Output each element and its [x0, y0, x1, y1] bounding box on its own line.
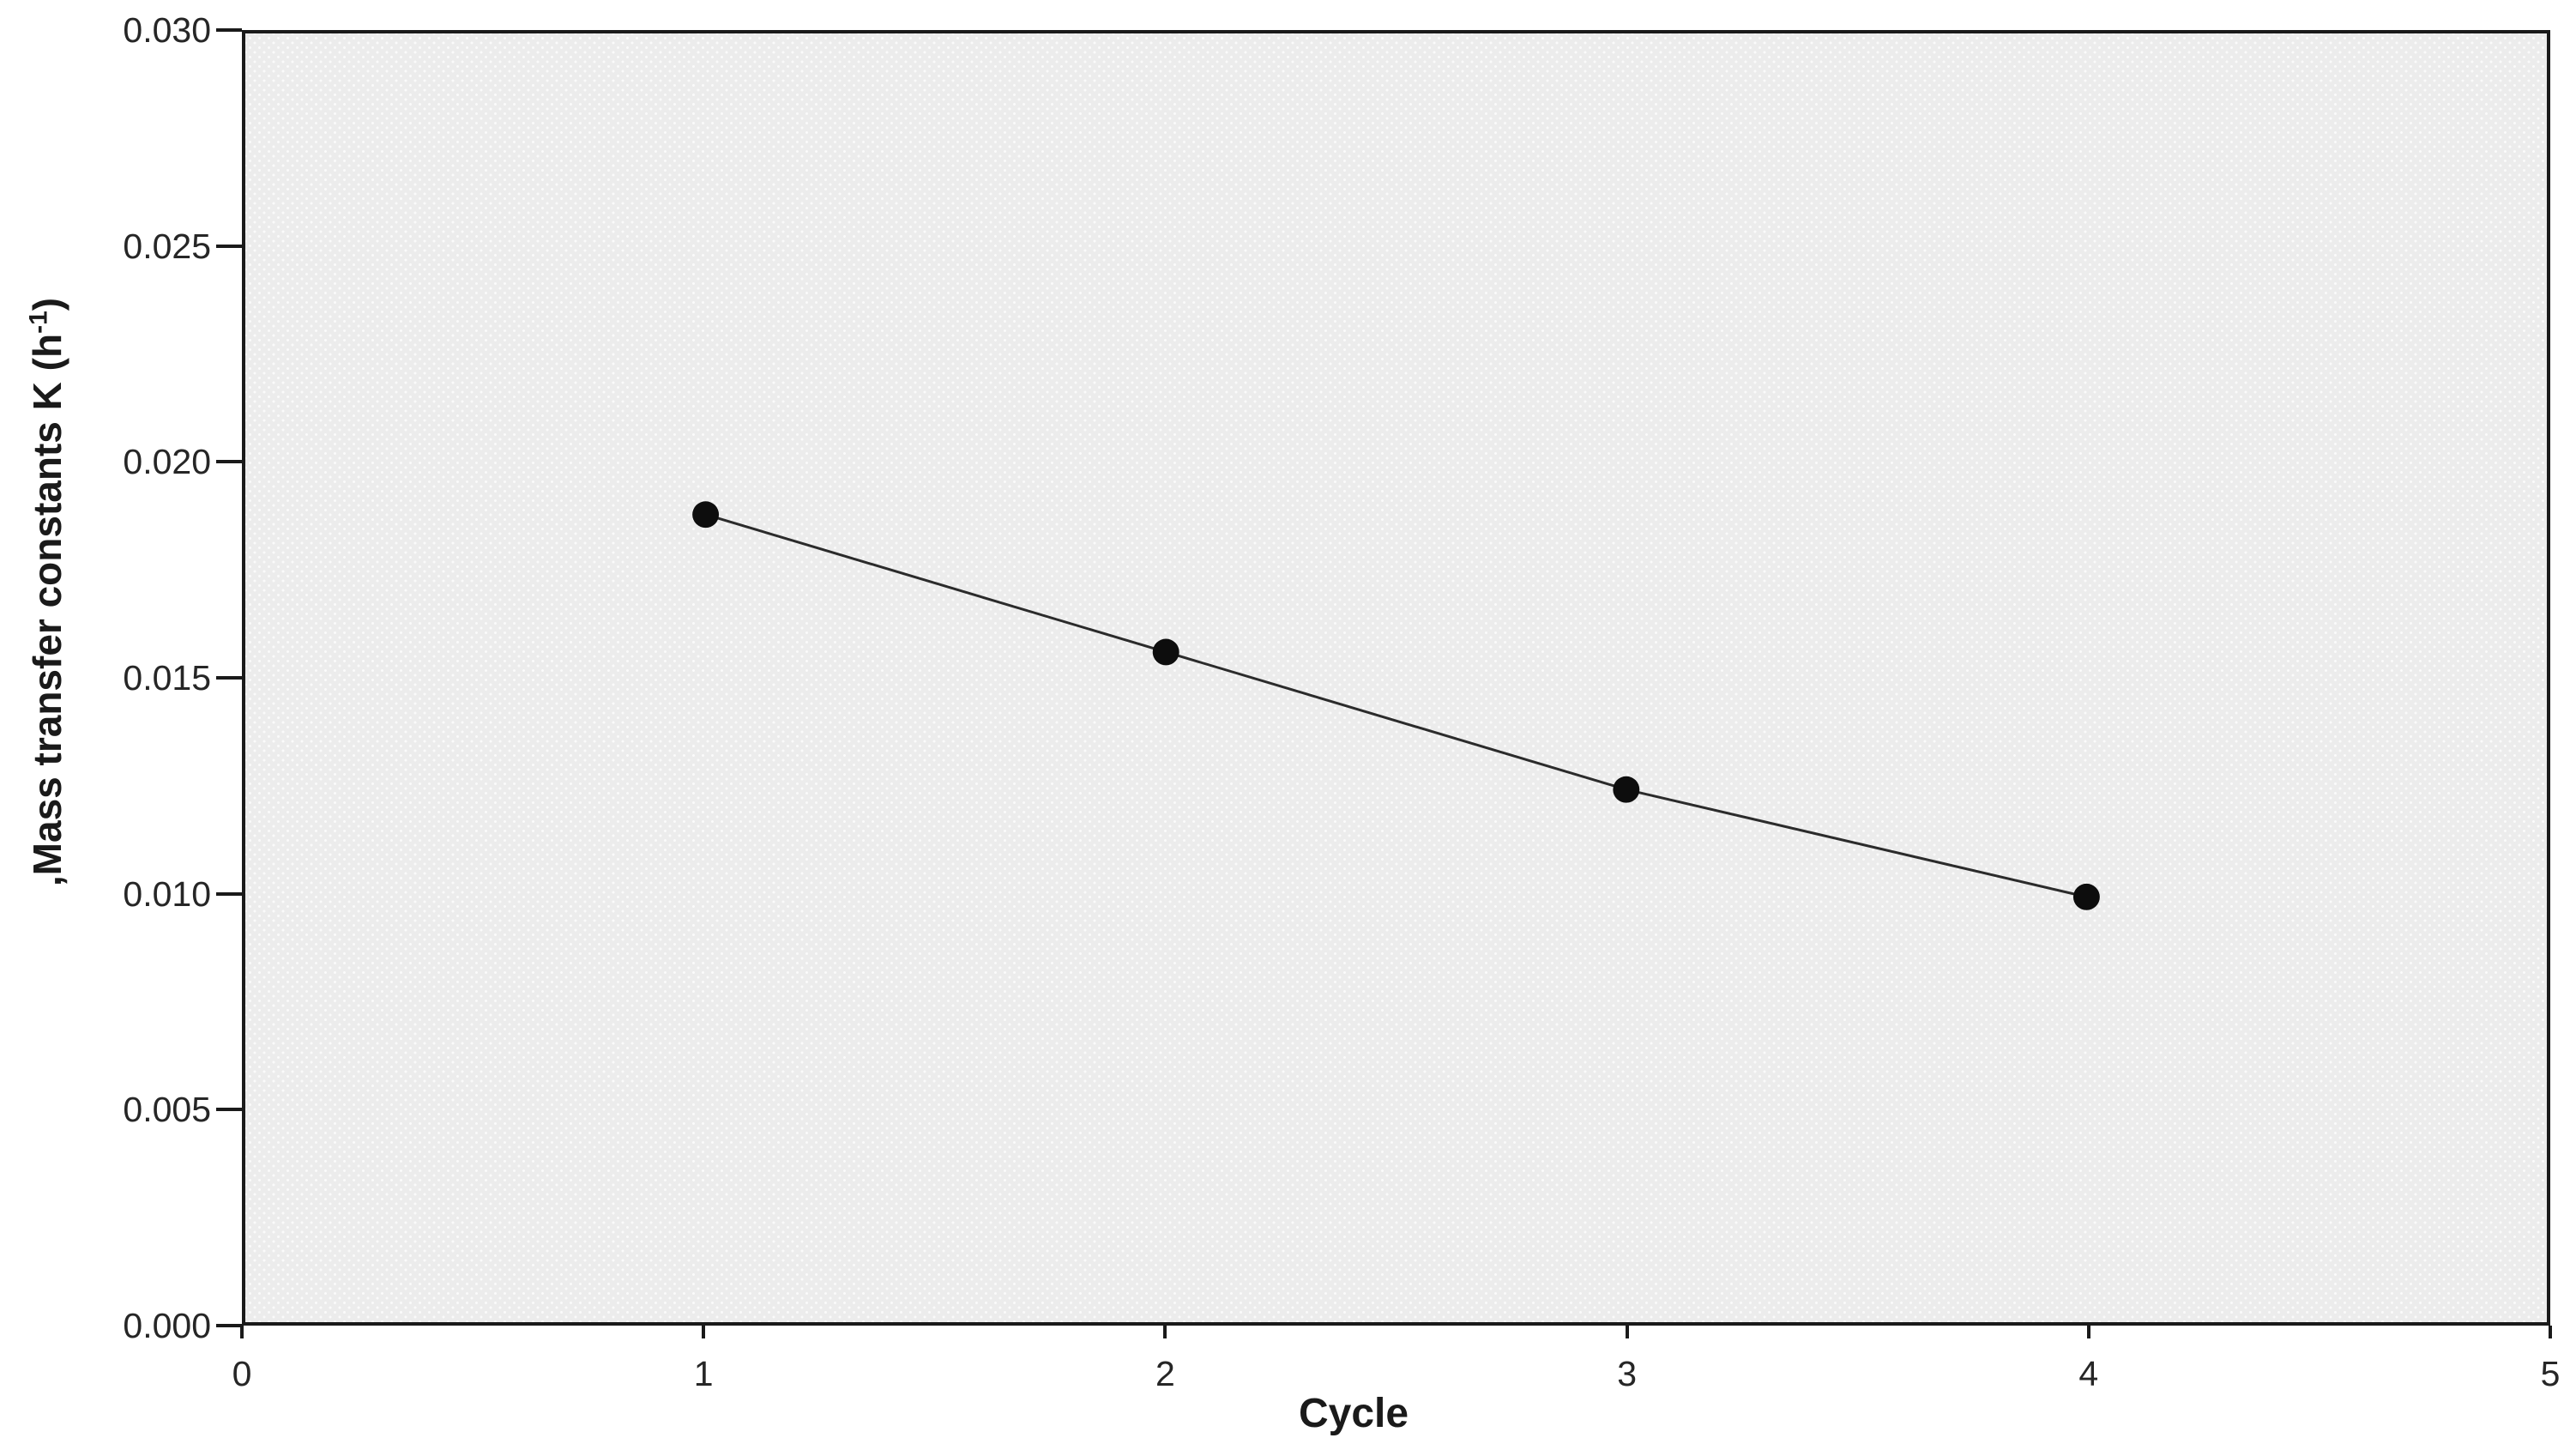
x-tick-label: 1	[693, 1354, 714, 1393]
x-tick-mark	[240, 1326, 244, 1338]
y-axis-title: ,Mass transfer constants K (h-1)	[23, 0, 71, 1193]
y-axis-title-text: ,Mass transfer constants K (h	[25, 333, 69, 887]
x-tick-mark	[2549, 1326, 2552, 1338]
x-tick-label: 2	[1155, 1354, 1175, 1393]
y-tick-label: 0.025	[123, 226, 211, 266]
y-tick-mark	[216, 28, 242, 32]
series-line	[705, 513, 2087, 898]
x-tick-mark	[1163, 1326, 1167, 1338]
x-tick-label: 3	[1617, 1354, 1637, 1393]
x-tick-mark	[1625, 1326, 1629, 1338]
y-tick-label: 0.010	[123, 873, 211, 914]
y-tick-mark	[216, 460, 242, 464]
y-axis-title-close-paren: )	[25, 297, 69, 311]
y-tick-mark	[216, 244, 242, 248]
y-tick-mark	[216, 676, 242, 680]
data-point-marker	[692, 501, 720, 529]
y-tick-label: 0.020	[123, 442, 211, 482]
y-tick-label: 0.015	[123, 658, 211, 698]
x-tick-label: 0	[232, 1354, 252, 1393]
data-point-marker	[2072, 883, 2100, 910]
y-tick-mark	[216, 1324, 242, 1327]
data-point-marker	[1613, 776, 1640, 803]
data-series-svg	[692, 501, 2100, 910]
y-tick-mark	[216, 891, 242, 896]
data-point-marker	[1152, 638, 1179, 666]
y-tick-label: 0.000	[123, 1306, 211, 1345]
y-tick-label: 0.005	[123, 1090, 211, 1130]
x-tick-mark	[702, 1326, 706, 1338]
y-tick-label: 0.030	[123, 10, 211, 50]
plot-area	[242, 30, 2550, 1326]
x-axis-title: Cycle	[1298, 1391, 1409, 1436]
y-tick-mark	[216, 1108, 242, 1112]
x-tick-label: 4	[2078, 1354, 2099, 1393]
y-axis-title-superscript: -1	[24, 311, 53, 334]
x-tick-label: 5	[2540, 1354, 2561, 1393]
x-tick-mark	[2086, 1326, 2090, 1338]
